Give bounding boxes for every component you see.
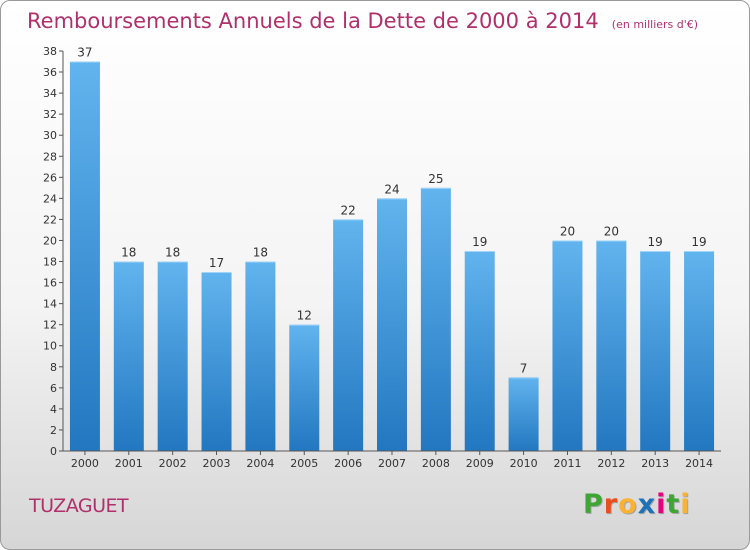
y-tick-label: 2: [50, 424, 57, 437]
y-tick-label: 24: [43, 192, 57, 205]
bar-value-label: 18: [121, 246, 136, 260]
bar: [333, 219, 364, 451]
bar: [508, 377, 539, 451]
y-tick-label: 30: [43, 129, 57, 142]
logo-letter: o: [618, 489, 638, 520]
bar: [640, 251, 671, 451]
bar-labels: 37 18 18 17 18 12 22 24 25 19 7 20 20 19 19: [77, 46, 706, 376]
y-tick-label: 12: [43, 319, 57, 332]
logo-letter: i: [656, 489, 667, 520]
bar-value-label: 18: [253, 246, 268, 260]
bar: [157, 261, 188, 451]
proxiti-logo: Proxiti: [583, 489, 691, 520]
bar-value-label: 20: [604, 224, 619, 238]
bar: [596, 240, 627, 451]
x-tick-label: 2009: [466, 457, 494, 470]
y-tick-label: 4: [50, 403, 57, 416]
bar-value-label: 19: [691, 235, 706, 249]
bar: [113, 261, 144, 451]
x-tick-label: 2004: [246, 457, 274, 470]
y-tick-label: 6: [50, 382, 57, 395]
y-tick-label: 10: [43, 340, 57, 353]
x-tick-label: 2001: [115, 457, 143, 470]
bar-value-label: 37: [77, 46, 92, 60]
x-tick-label: 2003: [203, 457, 231, 470]
y-tick-label: 38: [43, 45, 57, 58]
y-tick-label: 22: [43, 213, 57, 226]
y-tick-label: 14: [43, 298, 57, 311]
bar: [464, 251, 495, 451]
bar-value-label: 22: [340, 203, 355, 217]
logo-letter: x: [637, 489, 657, 520]
x-tick-label: 2007: [378, 457, 406, 470]
x-tick-label: 2010: [510, 457, 538, 470]
chart-title: Remboursements Annuels de la Dette de 20…: [27, 9, 599, 33]
logo-letter: r: [603, 489, 619, 520]
bar: [201, 272, 232, 451]
bar-value-label: 25: [428, 172, 443, 186]
y-tick-label: 18: [43, 256, 57, 269]
y-tick-label: 28: [43, 150, 57, 163]
bar-value-label: 18: [165, 246, 180, 260]
x-tick-label: 2011: [553, 457, 581, 470]
y-tick-label: 32: [43, 108, 57, 121]
y-tick-label: 0: [50, 445, 57, 458]
x-tick-label: 2006: [334, 457, 362, 470]
logo-letter: i: [680, 489, 691, 520]
y-tick-label: 8: [50, 361, 57, 374]
bars: [69, 61, 715, 452]
title-row: Remboursements Annuels de la Dette de 20…: [27, 9, 698, 33]
bar: [69, 61, 100, 452]
x-tick-label: 2014: [685, 457, 713, 470]
y-tick-label: 20: [43, 234, 57, 247]
commune-name: TUZAGUET: [29, 495, 129, 517]
y-tick-label: 34: [43, 87, 57, 100]
bar-value-label: 19: [648, 235, 663, 249]
bar-value-label: 24: [384, 182, 399, 196]
bar: [684, 251, 715, 451]
y-tick-label: 26: [43, 171, 57, 184]
logo-letter: t: [666, 489, 681, 520]
x-tick-label: 2012: [597, 457, 625, 470]
logo-letter: P: [583, 489, 604, 520]
bar: [420, 187, 451, 451]
x-tick-label: 2013: [641, 457, 669, 470]
x-tick-label: 2005: [290, 457, 318, 470]
x-tick-label: 2008: [422, 457, 450, 470]
bar: [289, 324, 320, 451]
bar: [552, 240, 583, 451]
chart-unit: (en milliers d'€): [611, 18, 699, 31]
bar: [377, 198, 407, 451]
x-tick-label: 2002: [159, 457, 187, 470]
bar-value-label: 20: [560, 224, 575, 238]
bar-value-label: 17: [209, 256, 224, 270]
y-tick-label: 36: [43, 66, 57, 79]
y-tick-label: 16: [43, 277, 57, 290]
bar-value-label: 19: [472, 235, 487, 249]
bar-value-label: 12: [297, 309, 312, 323]
bar-value-label: 7: [520, 361, 528, 375]
x-axis: 2000 2001 2002 2003 2004 2005 2006 2007 2008 2009…: [63, 450, 721, 470]
x-tick-label: 2000: [71, 457, 99, 470]
bar: [245, 261, 276, 451]
